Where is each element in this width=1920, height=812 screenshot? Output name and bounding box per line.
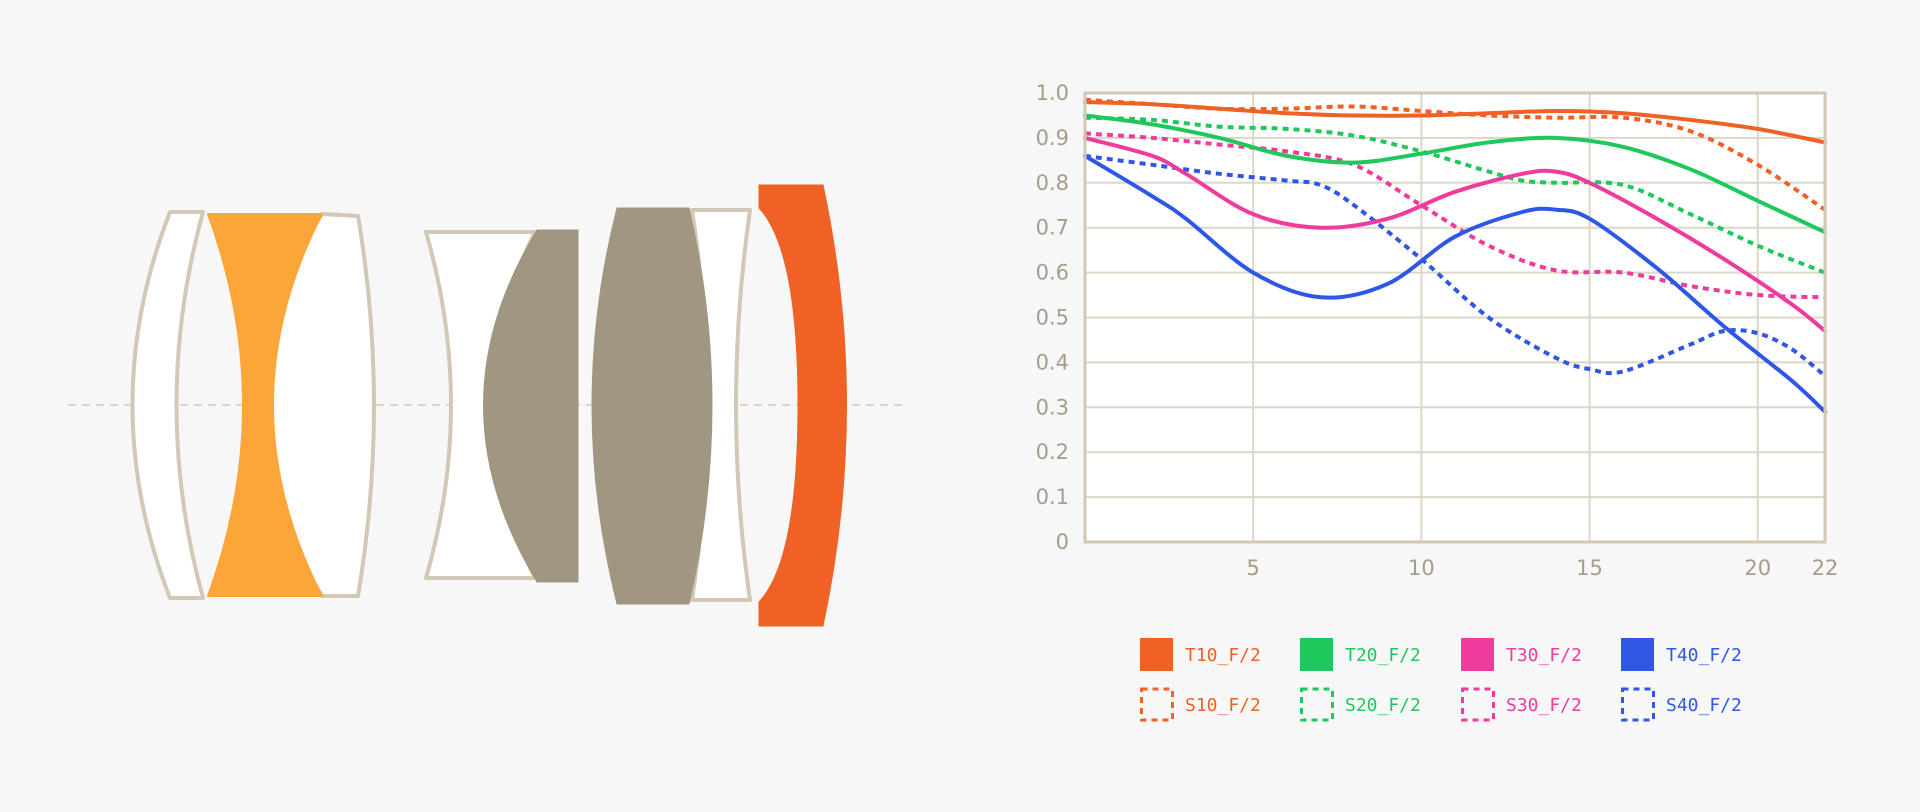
x-tick-label: 5 [1246, 556, 1259, 580]
legend-label-s30-f-2: S30_F/2 [1506, 695, 1582, 716]
y-tick-label: 0.1 [1036, 485, 1069, 509]
series-line-s20-f-2 [1084, 115, 1826, 275]
series-lines [1083, 97, 1827, 414]
legend-label-t30-f-2: T30_F/2 [1506, 645, 1582, 666]
series-line-t40-f-2 [1083, 153, 1827, 414]
y-tick-label: 0.7 [1036, 216, 1069, 240]
legend-label-t40-f-2: T40_F/2 [1666, 645, 1742, 666]
y-tick-label: 0.9 [1036, 126, 1069, 150]
legend-swatch-t10-f-2 [1140, 638, 1173, 671]
lens-element-6 [591, 207, 713, 605]
legend: T10_F/2 T20_F/2 T30_F/2 T40_F/2 S10_F/2 S20_F… [1140, 638, 1742, 722]
y-tick-label: 0.4 [1036, 350, 1069, 374]
lens-element-1 [130, 210, 205, 600]
legend-label-t20-f-2: T20_F/2 [1345, 645, 1421, 666]
lens-element-5 [483, 229, 579, 583]
y-tick-label: 0.3 [1036, 395, 1069, 419]
legend-label-s20-f-2: S20_F/2 [1345, 695, 1421, 716]
series-line-t30-f-2 [1083, 135, 1827, 333]
legend-swatch-s30-f-2 [1461, 687, 1495, 722]
plot-frame [1083, 91, 1827, 544]
x-tick-label: 15 [1576, 556, 1603, 580]
legend-label-s10-f-2: S10_F/2 [1185, 695, 1261, 716]
legend-label-s40-f-2: S40_F/2 [1666, 695, 1742, 716]
legend-label-t10-f-2: T10_F/2 [1185, 645, 1261, 666]
legend-swatch-s20-f-2 [1300, 687, 1334, 722]
x-tick-label: 20 [1744, 556, 1771, 580]
y-tick-label: 0 [1056, 530, 1069, 554]
legend-swatch-t40-f-2 [1621, 638, 1654, 671]
series-line-t20-f-2 [1083, 113, 1827, 235]
y-tick-label: 1.0 [1036, 81, 1069, 105]
y-axis-ticks: 0 0.1 0.2 0.3 0.4 0.5 0.6 0.7 0.8 0.9 1.0 [1036, 81, 1069, 554]
y-tick-label: 0.6 [1036, 261, 1069, 285]
legend-swatch-s10-f-2 [1140, 687, 1174, 722]
legend-swatch-s40-f-2 [1621, 687, 1655, 722]
lens-element-8 [758, 184, 847, 627]
legend-swatch-t20-f-2 [1300, 638, 1333, 671]
lens-diagram [68, 184, 905, 627]
y-tick-label: 0.5 [1036, 306, 1069, 330]
y-tick-label: 0.2 [1036, 440, 1069, 464]
series-line-t10-f-2 [1083, 100, 1827, 145]
x-tick-label: 22 [1812, 556, 1839, 580]
series-line-s40-f-2 [1084, 153, 1827, 378]
x-axis-ticks: 5 10 15 20 22 [1246, 556, 1838, 580]
lens-element-2 [207, 213, 323, 597]
x-tick-label: 10 [1408, 556, 1435, 580]
series-line-s30-f-2 [1084, 131, 1826, 300]
legend-swatch-t30-f-2 [1461, 638, 1494, 671]
y-tick-label: 0.8 [1036, 171, 1069, 195]
